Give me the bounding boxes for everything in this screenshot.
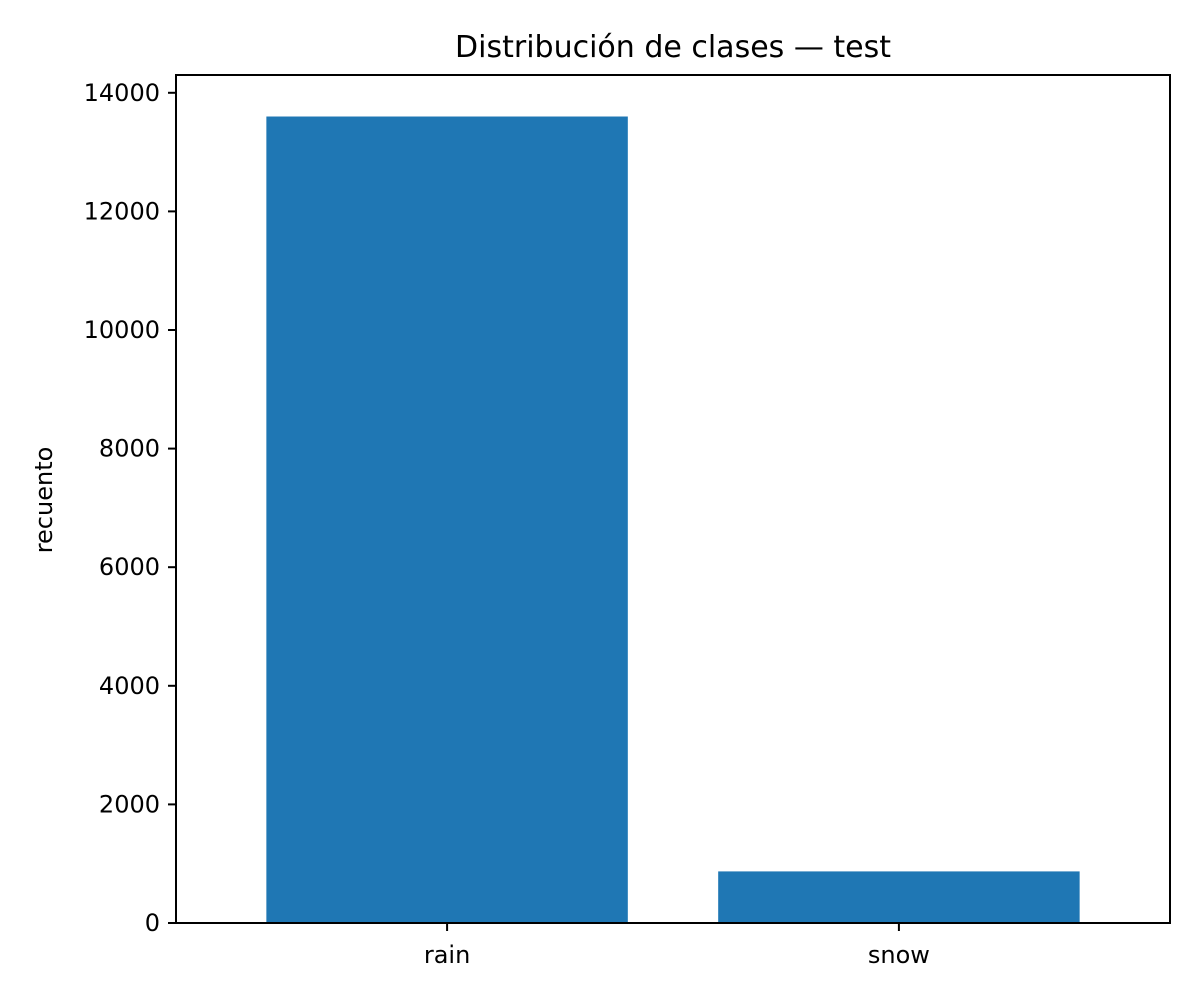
y-tick-label: 12000 <box>84 197 160 225</box>
x-axis-ticks: rain snow <box>424 923 930 969</box>
plot-frame <box>175 74 1171 924</box>
x-tick-label-rain: rain <box>424 941 470 969</box>
y-tick-label: 6000 <box>99 553 160 581</box>
bar-snow <box>718 871 1080 923</box>
x-tick-label-snow: snow <box>868 941 930 969</box>
y-axis-label: recuento <box>30 447 58 554</box>
y-tick-label: 8000 <box>99 435 160 463</box>
y-tick-label: 10000 <box>84 316 160 344</box>
y-axis-ticks: 0 2000 4000 6000 8000 10000 12000 14000 <box>84 79 176 937</box>
bars <box>266 116 1080 923</box>
y-tick-label: 2000 <box>99 790 160 818</box>
chart-title: Distribución de clases — test <box>455 30 891 65</box>
bar-rain <box>266 116 628 923</box>
y-tick-label: 4000 <box>99 672 160 700</box>
y-tick-label: 0 <box>145 909 160 937</box>
y-tick-label: 14000 <box>84 79 160 107</box>
